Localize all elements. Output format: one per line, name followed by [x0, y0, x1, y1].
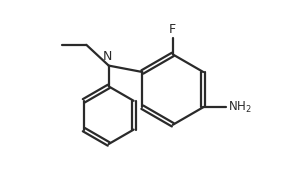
Text: NH$_2$: NH$_2$ — [228, 100, 252, 115]
Text: N: N — [102, 50, 112, 63]
Text: F: F — [169, 23, 176, 36]
